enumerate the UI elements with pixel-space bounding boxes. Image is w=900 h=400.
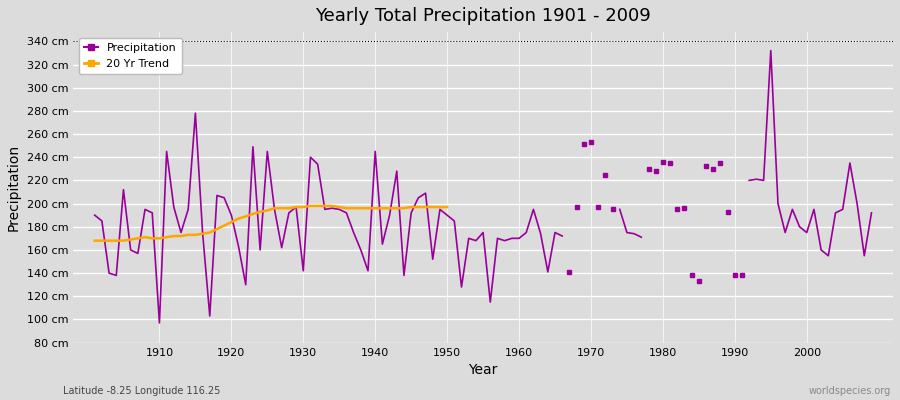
Text: worldspecies.org: worldspecies.org: [809, 386, 891, 396]
20 Yr Trend: [197, 231, 208, 236]
Text: Latitude -8.25 Longitude 116.25: Latitude -8.25 Longitude 116.25: [63, 386, 220, 396]
Legend: Precipitation, 20 Yr Trend: Precipitation, 20 Yr Trend: [78, 38, 182, 74]
20 Yr Trend: [161, 235, 172, 240]
20 Yr Trend: [413, 205, 424, 210]
20 Yr Trend: [435, 205, 446, 210]
20 Yr Trend: [240, 214, 251, 219]
20 Yr Trend: [89, 238, 100, 243]
20 Yr Trend: [356, 206, 366, 211]
20 Yr Trend: [111, 238, 122, 243]
20 Yr Trend: [276, 206, 287, 211]
20 Yr Trend: [312, 204, 323, 208]
20 Yr Trend: [104, 238, 114, 243]
20 Yr Trend: [363, 206, 374, 211]
20 Yr Trend: [183, 232, 194, 237]
20 Yr Trend: [255, 209, 266, 214]
20 Yr Trend: [341, 206, 352, 211]
20 Yr Trend: [298, 205, 309, 210]
Precipitation: [312, 162, 323, 166]
Precipitation: [557, 234, 568, 238]
20 Yr Trend: [420, 205, 431, 210]
20 Yr Trend: [132, 236, 143, 241]
20 Yr Trend: [327, 204, 338, 208]
Precipitation: [305, 155, 316, 160]
Precipitation: [89, 213, 100, 218]
20 Yr Trend: [384, 206, 395, 211]
20 Yr Trend: [226, 220, 237, 224]
20 Yr Trend: [147, 236, 158, 241]
20 Yr Trend: [248, 212, 258, 216]
20 Yr Trend: [320, 204, 330, 208]
20 Yr Trend: [154, 236, 165, 241]
20 Yr Trend: [406, 205, 417, 210]
20 Yr Trend: [262, 208, 273, 213]
20 Yr Trend: [212, 227, 222, 232]
20 Yr Trend: [370, 206, 381, 211]
20 Yr Trend: [168, 234, 179, 238]
20 Yr Trend: [334, 205, 345, 210]
Precipitation: [248, 144, 258, 149]
X-axis label: Year: Year: [468, 363, 498, 377]
Precipitation: [154, 320, 165, 325]
20 Yr Trend: [399, 206, 410, 211]
20 Yr Trend: [219, 223, 230, 228]
Line: 20 Yr Trend: 20 Yr Trend: [94, 206, 447, 241]
20 Yr Trend: [176, 234, 186, 238]
Precipitation: [190, 111, 201, 116]
20 Yr Trend: [125, 237, 136, 242]
20 Yr Trend: [442, 205, 453, 210]
Precipitation: [125, 248, 136, 252]
Title: Yearly Total Precipitation 1901 - 2009: Yearly Total Precipitation 1901 - 2009: [315, 7, 651, 25]
20 Yr Trend: [291, 205, 302, 210]
20 Yr Trend: [204, 230, 215, 235]
20 Yr Trend: [348, 206, 359, 211]
Precipitation: [219, 195, 230, 200]
20 Yr Trend: [428, 205, 438, 210]
Precipitation: [471, 238, 482, 243]
20 Yr Trend: [392, 206, 402, 211]
20 Yr Trend: [269, 206, 280, 211]
20 Yr Trend: [284, 206, 294, 211]
20 Yr Trend: [377, 206, 388, 211]
20 Yr Trend: [96, 238, 107, 243]
20 Yr Trend: [305, 204, 316, 208]
20 Yr Trend: [233, 216, 244, 221]
20 Yr Trend: [190, 232, 201, 237]
20 Yr Trend: [118, 238, 129, 243]
Line: Precipitation: Precipitation: [94, 113, 562, 323]
20 Yr Trend: [140, 235, 150, 240]
Y-axis label: Precipitation: Precipitation: [7, 144, 21, 231]
